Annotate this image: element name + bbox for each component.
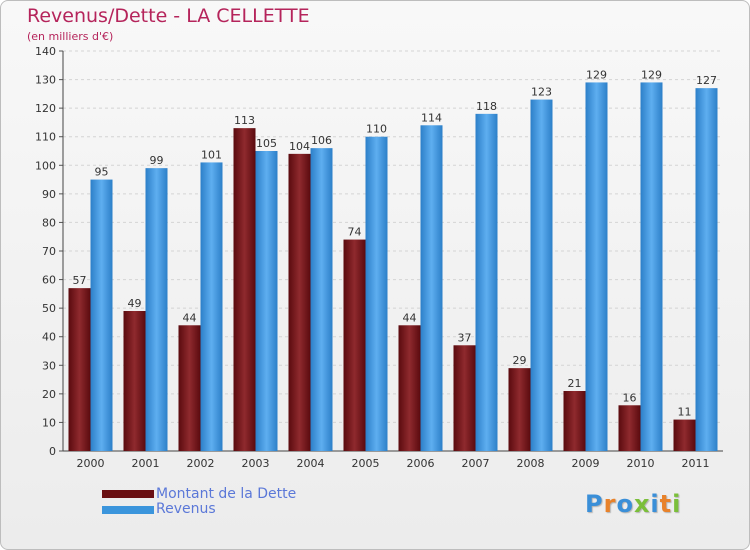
y-tick-label: 130 bbox=[35, 74, 56, 87]
data-label-dette: 49 bbox=[128, 297, 142, 310]
data-label-dette: 57 bbox=[73, 274, 87, 287]
y-tick-label: 140 bbox=[35, 45, 56, 58]
data-label-dette: 104 bbox=[289, 140, 310, 153]
x-tick-label: 2010 bbox=[627, 457, 655, 470]
bar-dette bbox=[288, 153, 311, 451]
bar-dette bbox=[123, 311, 146, 451]
bar-dette bbox=[618, 405, 641, 451]
bar-revenus bbox=[640, 82, 663, 451]
y-tick-label: 110 bbox=[35, 131, 56, 144]
bar-revenus bbox=[530, 99, 553, 452]
logo-letter: o bbox=[616, 490, 634, 518]
data-label-revenus: 129 bbox=[641, 68, 662, 81]
y-tick-label: 80 bbox=[42, 216, 56, 229]
data-label-dette: 74 bbox=[348, 226, 362, 239]
bar-revenus bbox=[475, 113, 498, 451]
logo-letter: i bbox=[650, 490, 660, 518]
bar-dette bbox=[673, 419, 696, 451]
bar-dette bbox=[68, 288, 91, 451]
data-label-revenus: 99 bbox=[150, 154, 164, 167]
bar-dette bbox=[233, 128, 256, 451]
data-label-revenus: 95 bbox=[95, 166, 109, 179]
logo-letter: P bbox=[585, 490, 604, 518]
x-tick-label: 2001 bbox=[132, 457, 160, 470]
data-label-dette: 29 bbox=[513, 354, 527, 367]
x-tick-label: 2000 bbox=[77, 457, 105, 470]
x-tick-label: 2003 bbox=[242, 457, 270, 470]
bar-revenus bbox=[420, 125, 443, 452]
data-label-dette: 44 bbox=[403, 311, 417, 324]
proxiti-logo: Proxiti bbox=[585, 490, 681, 518]
legend-label-revenus: Revenus bbox=[156, 501, 216, 517]
x-tick-label: 2011 bbox=[682, 457, 710, 470]
bar-revenus bbox=[145, 168, 168, 451]
data-label-dette: 16 bbox=[623, 391, 637, 404]
data-label-revenus: 106 bbox=[311, 134, 332, 147]
bar-revenus bbox=[200, 162, 223, 451]
logo-letter: r bbox=[603, 490, 617, 518]
data-label-revenus: 105 bbox=[256, 137, 277, 150]
bar-dette bbox=[453, 345, 476, 451]
chart-title: Revenus/Dette - LA CELLETTE bbox=[27, 5, 310, 27]
x-tick-label: 2002 bbox=[187, 457, 215, 470]
y-tick-label: 60 bbox=[42, 274, 56, 287]
bar-dette bbox=[343, 239, 366, 451]
y-tick-label: 0 bbox=[49, 445, 56, 458]
data-label-dette: 37 bbox=[458, 331, 472, 344]
grid-layer bbox=[59, 50, 723, 452]
y-tick-label: 120 bbox=[35, 102, 56, 115]
data-label-revenus: 123 bbox=[531, 86, 552, 99]
bar-revenus bbox=[90, 179, 113, 452]
bar-revenus bbox=[255, 151, 278, 451]
y-tick-label: 10 bbox=[42, 416, 56, 429]
logo-letter: t bbox=[659, 490, 673, 518]
data-label-revenus: 110 bbox=[366, 123, 387, 136]
legend-swatch-revenus bbox=[102, 506, 154, 514]
y-tick-label: 100 bbox=[35, 159, 56, 172]
data-label-dette: 44 bbox=[183, 311, 197, 324]
bar-revenus bbox=[365, 136, 388, 451]
bar-revenus bbox=[585, 82, 608, 451]
x-tick-label: 2005 bbox=[352, 457, 380, 470]
bar-revenus bbox=[310, 148, 333, 451]
x-tick-label: 2007 bbox=[462, 457, 490, 470]
logo-letter: i bbox=[672, 490, 682, 518]
logo-letter: x bbox=[633, 490, 651, 518]
bar-chart: 0 10 20 30 40 50 60 70 80 90 100 110 120 130 140 57 95 20… bbox=[35, 45, 723, 470]
y-tick-label: 70 bbox=[42, 245, 56, 258]
legend-label-dette: Montant de la Dette bbox=[156, 486, 297, 502]
bar-dette bbox=[563, 391, 586, 451]
y-tick-label: 40 bbox=[42, 331, 56, 344]
data-label-revenus: 114 bbox=[421, 111, 442, 124]
data-label-revenus: 118 bbox=[476, 100, 497, 113]
bar-dette bbox=[398, 325, 421, 451]
y-tick-label: 20 bbox=[42, 388, 56, 401]
bars-layer bbox=[68, 82, 718, 452]
bar-dette bbox=[178, 325, 201, 451]
y-tick-label: 50 bbox=[42, 302, 56, 315]
x-tick-label: 2009 bbox=[572, 457, 600, 470]
y-tick-label: 30 bbox=[42, 359, 56, 372]
data-label-dette: 21 bbox=[568, 377, 582, 390]
legend-swatch-dette bbox=[102, 490, 154, 498]
x-tick-label: 2006 bbox=[407, 457, 435, 470]
data-label-revenus: 127 bbox=[696, 74, 717, 87]
data-label-revenus: 129 bbox=[586, 68, 607, 81]
bar-dette bbox=[508, 368, 531, 451]
x-tick-label: 2004 bbox=[297, 457, 325, 470]
data-label-dette: 113 bbox=[234, 114, 255, 127]
x-tick-label: 2008 bbox=[517, 457, 545, 470]
labels-layer: 0 10 20 30 40 50 60 70 80 90 100 110 120 130 140 57 95 20… bbox=[35, 45, 717, 470]
chart-subtitle: (en milliers d'€) bbox=[27, 30, 114, 43]
y-tick-label: 90 bbox=[42, 188, 56, 201]
bar-revenus bbox=[695, 88, 718, 452]
data-label-dette: 11 bbox=[678, 406, 692, 419]
data-label-revenus: 101 bbox=[201, 148, 222, 161]
